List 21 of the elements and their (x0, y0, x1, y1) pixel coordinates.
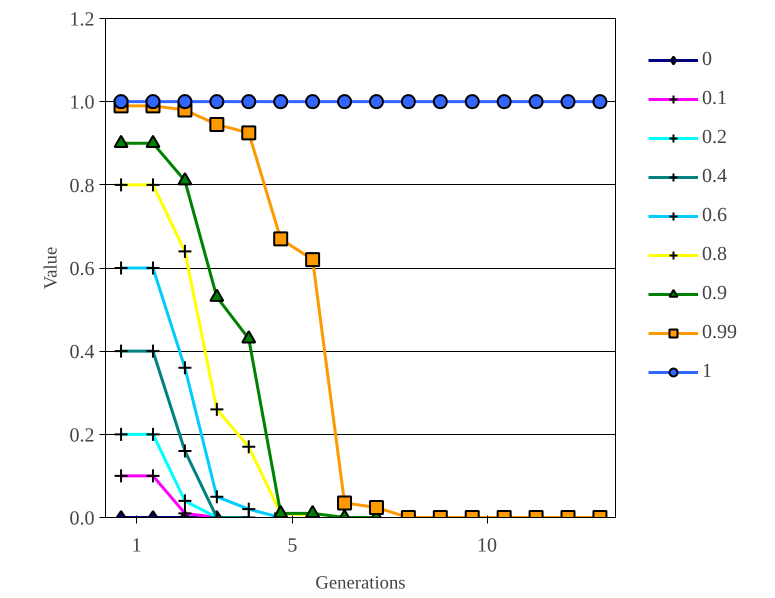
y-tick-label: 0.4 (70, 341, 94, 364)
legend-label: 0.2 (702, 126, 727, 149)
y-tick-label: 1.2 (70, 8, 94, 30)
y-axis-title: Value (40, 246, 62, 290)
y-tick-label: 1.0 (70, 92, 94, 114)
legend-label: 0.99 (702, 321, 737, 344)
legend-label: 0.4 (702, 165, 727, 188)
y-tick-label: 0.2 (70, 424, 94, 446)
legend-label: 0.6 (702, 204, 727, 227)
legend-label: 0 (702, 48, 713, 71)
y-tick-label: 0.0 (70, 508, 94, 530)
legend-label: 0.1 (702, 87, 727, 110)
y-tick-label: 0.6 (70, 258, 94, 280)
x-tick-label: 10 (477, 534, 498, 556)
x-axis-title: Generations (315, 572, 406, 594)
legend-label: 0.9 (702, 282, 727, 305)
legend-label: 0.8 (702, 243, 727, 266)
x-tick-label: 5 (287, 534, 298, 556)
y-tick-label: 0.8 (70, 174, 94, 197)
legend-label: 1 (702, 360, 713, 383)
x-tick-label: 1 (132, 534, 142, 556)
